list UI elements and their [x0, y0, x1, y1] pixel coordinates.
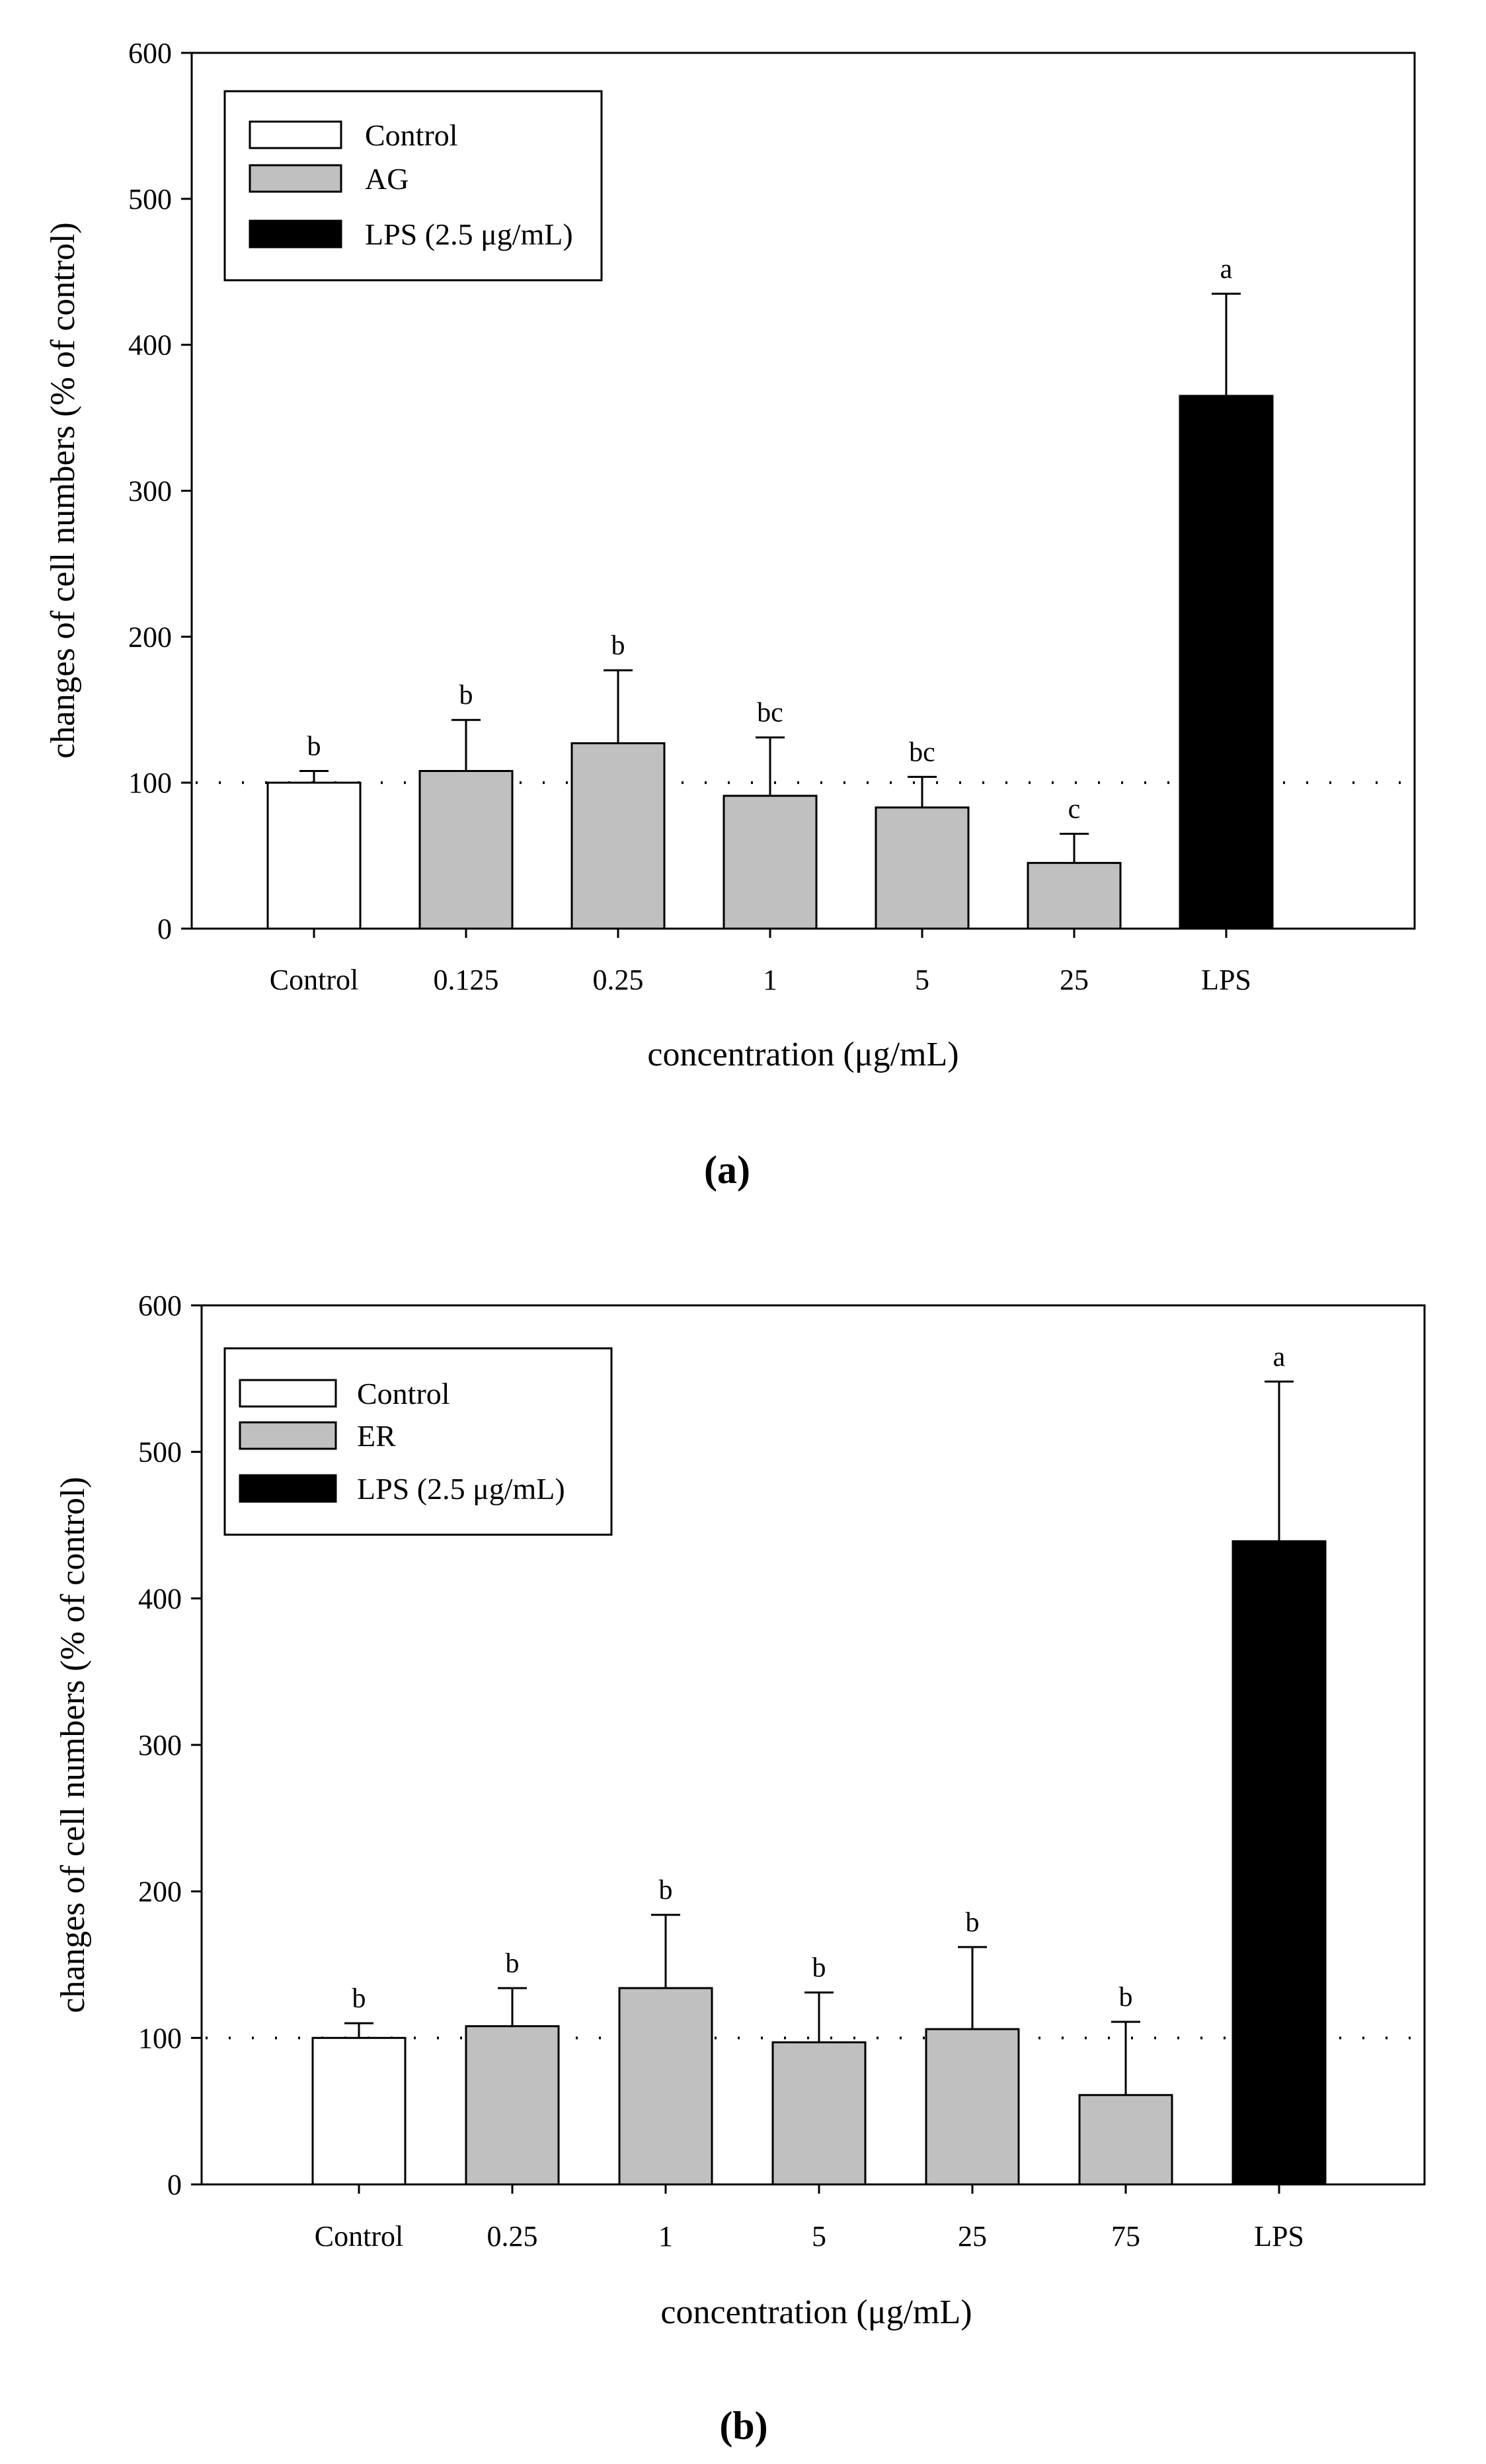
significance-letter: b — [1119, 1982, 1133, 2013]
significance-letter: a — [1220, 254, 1233, 284]
bar-25 — [925, 2028, 1020, 2186]
panel-label-b: (b) — [719, 2404, 767, 2447]
bar-0_25 — [465, 2025, 560, 2186]
y-axis-label: changes of cell numbers (% of control) — [54, 1477, 92, 2013]
bar-5 — [771, 2041, 867, 2186]
y-tick-label: 300 — [128, 475, 172, 508]
significance-letter: b — [307, 732, 321, 762]
x-tick-label: 75 — [1111, 2220, 1140, 2252]
bar-0_25 — [570, 742, 666, 930]
chart-panel-b: 0 100 200 300 400 500 600 Control 0.25 1 5 25 75 LPS… — [54, 1290, 1426, 2447]
significance-letter: b — [659, 1875, 673, 1906]
y-axis-ticks: 0 100 200 300 400 500 600 — [138, 1290, 202, 2201]
y-tick-label: 200 — [128, 621, 172, 653]
significance-letter: c — [1068, 794, 1081, 824]
y-tick-label: 400 — [128, 329, 172, 362]
significance-letters: b b b bc bc c a — [307, 254, 1233, 824]
x-tick-label: Control — [315, 2220, 403, 2252]
panel-label-a: (a) — [704, 1148, 750, 1192]
significance-letters: b b b b b b a — [352, 1342, 1286, 2014]
legend-swatch-control — [249, 120, 342, 149]
bar-Control — [266, 781, 362, 930]
x-tick-label: 25 — [1060, 964, 1089, 996]
y-tick-label: 200 — [138, 1876, 182, 1908]
legend-label-lps: LPS (2.5 μg/mL) — [365, 217, 573, 251]
x-axis-label: concentration (μg/mL) — [660, 2293, 972, 2331]
bar-Control — [311, 2036, 407, 2186]
x-tick-label: 0.25 — [487, 2220, 538, 2252]
x-axis-ticks: Control 0.25 1 5 25 75 LPS — [315, 2184, 1304, 2252]
error-bars — [299, 292, 1241, 863]
chart-panel-a: 0 100 200 300 400 500 600 Control 0.125 0.25 1 5 25… — [44, 37, 1416, 1192]
legend: Control ER LPS (2.5 μg/mL) — [223, 1347, 613, 1536]
x-tick-label: 5 — [812, 2220, 826, 2252]
bar-1 — [723, 794, 818, 930]
x-tick-label: 0.25 — [593, 964, 644, 996]
bar-75 — [1078, 2094, 1173, 2186]
significance-letter: bc — [909, 737, 935, 767]
y-axis-ticks: 0 100 200 300 400 500 600 — [128, 37, 192, 945]
y-tick-label: 500 — [138, 1436, 182, 1469]
y-tick-label: 300 — [138, 1729, 182, 1761]
x-tick-label: 0.125 — [434, 964, 499, 996]
legend-swatch-sample — [239, 1421, 337, 1450]
x-tick-label: LPS — [1254, 2220, 1304, 2252]
significance-letter: bc — [757, 698, 783, 728]
y-tick-label: 100 — [128, 767, 172, 799]
y-tick-label: 400 — [138, 1582, 182, 1615]
bar-0_125 — [418, 770, 514, 930]
x-tick-label: 1 — [763, 964, 777, 996]
legend-label-control: Control — [357, 1377, 450, 1410]
error-bars — [344, 1380, 1294, 2095]
significance-letter: b — [966, 1907, 980, 1938]
x-tick-label: LPS — [1201, 964, 1251, 996]
x-tick-label: Control — [270, 964, 358, 996]
legend-swatch-control — [239, 1379, 337, 1408]
significance-letter: b — [352, 1983, 366, 2014]
legend-swatch-lps — [239, 1474, 337, 1503]
x-axis-label: concentration (μg/mL) — [647, 1036, 958, 1073]
y-tick-label: 500 — [128, 183, 172, 215]
significance-letter: b — [812, 1953, 826, 1983]
x-tick-label: 25 — [958, 2220, 987, 2252]
bar-LPS — [1179, 395, 1274, 930]
y-tick-label: 0 — [157, 913, 172, 945]
legend-swatch-lps — [249, 219, 342, 249]
legend-label-sample: ER — [357, 1419, 396, 1453]
x-axis-ticks: Control 0.125 0.25 1 5 25 LPS — [270, 929, 1251, 996]
x-tick-label: 1 — [658, 2220, 673, 2252]
bar-LPS — [1232, 1540, 1327, 2186]
legend-label-sample: AG — [365, 162, 409, 196]
y-tick-label: 0 — [167, 2169, 182, 2201]
legend-label-control: Control — [365, 118, 458, 152]
y-axis-label: changes of cell numbers (% of control) — [44, 222, 82, 758]
bar-25 — [1027, 862, 1122, 930]
significance-letter: b — [459, 680, 473, 711]
legend: Control AG LPS (2.5 μg/mL) — [223, 90, 603, 282]
bar-1 — [618, 1987, 713, 2186]
bar-5 — [875, 806, 970, 930]
y-tick-label: 600 — [138, 1290, 182, 1322]
legend-label-lps: LPS (2.5 μg/mL) — [357, 1472, 565, 1506]
y-tick-label: 100 — [138, 2022, 182, 2054]
bars — [311, 1540, 1327, 2186]
significance-letter: a — [1273, 1342, 1286, 1372]
x-tick-label: 5 — [915, 964, 929, 996]
y-tick-label: 600 — [128, 37, 172, 69]
legend-swatch-sample — [249, 164, 342, 193]
bars — [266, 395, 1274, 930]
significance-letter: b — [611, 631, 625, 661]
significance-letter: b — [506, 1948, 520, 1979]
